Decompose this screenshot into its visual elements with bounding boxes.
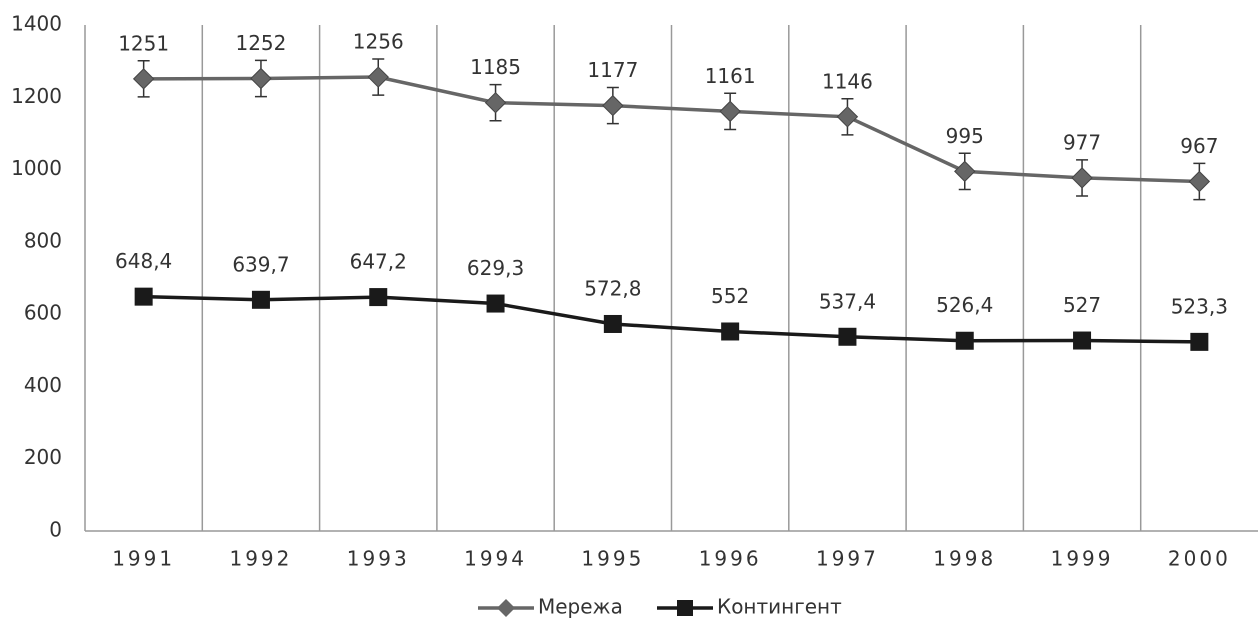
y-tick-label: 800 (24, 228, 62, 252)
data-label: 629,3 (467, 256, 524, 280)
marker (250, 67, 272, 90)
legend-marker (497, 599, 515, 617)
marker (367, 66, 389, 88)
marker (1073, 331, 1092, 350)
x-tick-label: 1997 (816, 547, 879, 571)
data-label: 1256 (353, 30, 404, 54)
marker (838, 327, 857, 346)
marker (721, 322, 740, 341)
y-tick-label: 1400 (11, 12, 62, 36)
y-tick-label: 1200 (11, 84, 62, 108)
legend-label: Контингент (717, 595, 842, 619)
x-tick-label: 1998 (933, 547, 996, 571)
x-tick-label: 1993 (347, 547, 410, 571)
data-label: 537,4 (819, 289, 876, 313)
y-tick-label: 400 (24, 373, 62, 397)
data-label: 572,8 (584, 276, 641, 300)
data-label: 526,4 (936, 293, 993, 317)
marker (134, 287, 153, 306)
marker (486, 294, 505, 313)
y-tick-label: 0 (49, 518, 62, 542)
y-tick-label: 600 (24, 301, 62, 325)
data-label: 639,7 (232, 252, 289, 276)
marker (251, 290, 270, 309)
x-tick-label: 1992 (229, 547, 292, 571)
data-label: 1252 (235, 31, 286, 55)
data-label: 647,2 (350, 250, 407, 274)
data-label: 523,3 (1171, 294, 1228, 318)
marker (603, 314, 622, 333)
marker (719, 100, 741, 123)
data-label: 1177 (587, 58, 638, 82)
series-line (143, 75, 1200, 184)
data-label: 1161 (705, 64, 756, 88)
data-label: 527 (1063, 293, 1101, 317)
x-tick-label: 1999 (1051, 547, 1114, 571)
data-label: 977 (1063, 130, 1101, 154)
data-label: 967 (1180, 134, 1218, 158)
data-label: 1146 (822, 69, 873, 93)
x-tick-label: 2000 (1168, 547, 1231, 571)
x-tick-label: 1996 (699, 547, 762, 571)
y-tick-label: 1000 (11, 156, 62, 180)
marker (836, 106, 859, 128)
marker (955, 331, 974, 350)
marker (1188, 170, 1211, 193)
series-line (143, 294, 1200, 344)
marker (369, 288, 388, 307)
marker (484, 91, 507, 114)
marker (954, 160, 976, 183)
data-label: 648,4 (115, 249, 172, 273)
x-tick-label: 1995 (581, 547, 644, 571)
data-label: 552 (711, 284, 749, 308)
data-label: 1251 (118, 31, 169, 55)
data-label: 995 (946, 124, 984, 148)
marker (132, 68, 155, 90)
x-tick-label: 1991 (112, 547, 175, 571)
legend-label: Мережа (538, 595, 623, 619)
legend-marker (677, 600, 693, 616)
y-tick-label: 200 (24, 445, 62, 469)
marker (1071, 167, 1093, 189)
marker (1190, 332, 1209, 351)
data-label: 1185 (470, 55, 521, 79)
x-tick-label: 1994 (464, 547, 527, 571)
marker (602, 94, 624, 117)
